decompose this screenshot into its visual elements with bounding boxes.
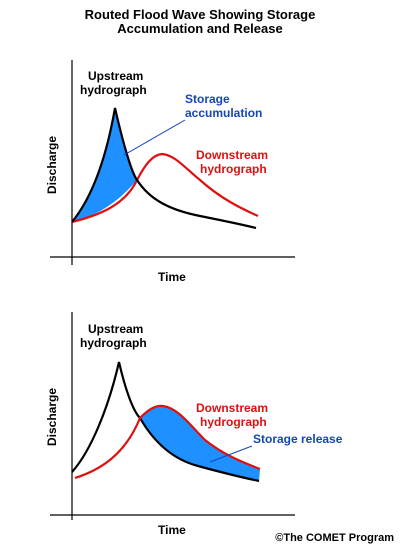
copyright-credit: ©The COMET Program — [275, 532, 394, 544]
downstream-hydrograph-curve — [71, 152, 259, 224]
downstream-hydrograph-curve — [74, 404, 261, 480]
storage-release-label: Storage release — [253, 432, 343, 446]
release-panel: Upstream hydrograph Downstream hydrograp… — [45, 312, 343, 537]
storage-accumulation-area — [72, 108, 137, 222]
upstream-label-line2: hydrograph — [80, 336, 147, 350]
upstream-label-line2: hydrograph — [80, 83, 147, 97]
storage-release-area — [140, 405, 260, 481]
x-axis-label: Time — [158, 270, 186, 284]
storage-pointer-line — [123, 119, 186, 156]
upstream-label-line1: Upstream — [88, 322, 143, 336]
downstream-label-line2: hydrograph — [200, 162, 267, 176]
title-line-1: Routed Flood Wave Showing Storage — [84, 7, 316, 22]
downstream-label-line2: hydrograph — [200, 415, 267, 429]
title-line-2: Accumulation and Release — [117, 21, 283, 36]
accumulation-panel: Upstream hydrograph Storage accumulation… — [45, 60, 295, 284]
upstream-hydrograph-curve — [71, 361, 260, 483]
upstream-label-line1: Upstream — [88, 69, 143, 83]
downstream-label-line1: Downstream — [196, 148, 268, 162]
y-axis-label: Discharge — [45, 136, 59, 194]
upstream-hydrograph-curve — [71, 107, 257, 230]
x-axis-label: Time — [158, 523, 186, 537]
storage-label-line1: Storage — [185, 92, 230, 106]
downstream-label-line1: Downstream — [196, 401, 268, 415]
storage-pointer-line — [209, 445, 253, 463]
storage-label-line2: accumulation — [185, 106, 262, 120]
y-axis-label: Discharge — [45, 388, 59, 446]
diagram-title: Routed Flood Wave Showing Storage Accumu… — [0, 8, 400, 36]
